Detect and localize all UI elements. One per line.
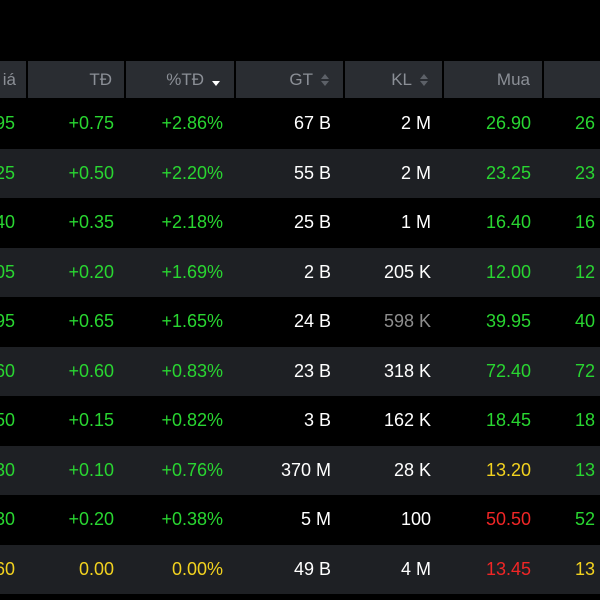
cell-kl: 4 M [400,558,431,579]
cell-gia: 05 [0,261,15,282]
cell-td: +0.65 [68,311,114,332]
column-header-kl[interactable]: KL [345,61,442,98]
cell-mua: 13.45 [485,558,531,579]
cell-kl: 318 K [383,360,431,381]
cell-gt: 370 M [280,459,331,480]
cell-next: 18 [575,410,596,431]
cell-td: +0.20 [68,261,114,282]
table-row[interactable]: 25 +0.50 +2.20% 55 B 2 M 23.25 23 [0,148,600,198]
cell-mua: 16.40 [485,212,531,233]
cell-pct-td: +2.20% [161,162,223,183]
cell-gia: 95 [0,113,15,134]
cell-gt: 23 B [293,360,331,381]
cell-gia: 60 [0,360,15,381]
cell-next: 16 [575,212,596,233]
column-header-mua[interactable]: Mua [444,61,542,98]
cell-gt: 24 B [293,311,331,332]
column-header-pct-td-label: %TĐ [166,69,204,89]
column-header-gt-label: GT [289,69,313,89]
cell-pct-td: 0.00% [171,558,223,579]
cell-td: 0.00 [78,558,114,579]
cell-gia: 95 [0,311,15,332]
cell-mua: 12.00 [485,261,531,282]
table-row[interactable]: 50 +0.15 +0.82% 3 B 162 K 18.45 18 [0,396,600,446]
column-header-gt[interactable]: GT [236,61,343,98]
cell-pct-td: +1.65% [161,311,223,332]
cell-next: 52 [575,509,596,530]
cell-gia: 50 [0,410,15,431]
cell-gt: 25 B [293,212,331,233]
cell-mua: 13.20 [485,459,531,480]
column-header-mua-label: Mua [496,69,530,89]
cell-td: +0.15 [68,410,114,431]
cell-kl: 100 [400,509,431,530]
cell-mua: 50.50 [485,509,531,530]
table-row[interactable]: 40 +0.35 +2.18% 25 B 1 M 16.40 16 [0,198,600,248]
cell-gt: 55 B [293,162,331,183]
cell-gia: 40 [0,212,15,233]
cell-td: +0.50 [68,162,114,183]
cell-gt: 67 B [293,113,331,134]
column-header-pct-td[interactable]: %TĐ [126,61,234,98]
cell-mua: 26.90 [485,113,531,134]
cell-kl: 28 K [393,459,431,480]
cell-kl: 2 M [400,162,431,183]
column-header-td-label: TĐ [89,69,112,89]
cell-mua: 72.40 [485,360,531,381]
cell-td: +0.60 [68,360,114,381]
column-header-gia[interactable]: iá [0,61,26,98]
cell-td: +0.20 [68,509,114,530]
sort-descending-icon[interactable] [212,74,220,86]
table-row[interactable]: 95 +0.65 +1.65% 24 B 598 K 39.95 40 [0,297,600,347]
cell-gia: 30 [0,459,15,480]
column-header-gia-label: iá [2,69,16,89]
cell-kl: 2 M [400,113,431,134]
cell-mua: 23.25 [485,162,531,183]
cell-td: +0.75 [68,113,114,134]
table-header: iá TĐ %TĐ GT KL Mua [0,61,600,98]
cell-gt: 5 M [300,509,331,530]
cell-next: 40 [575,311,596,332]
cell-mua: 39.95 [485,311,531,332]
table-row[interactable]: 60 +0.60 +0.83% 23 B 318 K 72.40 72 [0,346,600,396]
cell-mua: 18.45 [485,410,531,431]
cell-gt: 3 B [303,410,331,431]
table-row[interactable]: 95 +0.75 +2.86% 67 B 2 M 26.90 26 [0,99,600,149]
table-row[interactable]: 30 +0.20 +0.38% 5 M 100 50.50 52 [0,495,600,545]
cell-next: 13 [575,459,596,480]
table-row[interactable]: 30 +0.10 +0.76% 370 M 28 K 13.20 13 [0,445,600,495]
table-row[interactable]: 60 0.00 0.00% 49 B 4 M 13.45 13 [0,544,600,594]
cell-td: +0.35 [68,212,114,233]
cell-gt: 49 B [293,558,331,579]
sort-toggle-icon[interactable] [321,73,329,86]
cell-pct-td: +0.76% [161,459,223,480]
cell-kl: 205 K [383,261,431,282]
sort-toggle-icon[interactable] [420,73,428,86]
cell-kl: 162 K [383,410,431,431]
cell-next: 26 [575,113,596,134]
cell-pct-td: +0.38% [161,509,223,530]
cell-gia: 25 [0,162,15,183]
cell-pct-td: +1.69% [161,261,223,282]
cell-next: 12 [575,261,596,282]
column-header-next [544,61,600,98]
cell-gt: 2 B [303,261,331,282]
cell-td: +0.10 [68,459,114,480]
cell-pct-td: +2.86% [161,113,223,134]
cell-kl: 1 M [400,212,431,233]
cell-pct-td: +0.83% [161,360,223,381]
column-header-td[interactable]: TĐ [28,61,124,98]
cell-gia: 30 [0,509,15,530]
cell-next: 13 [575,558,596,579]
column-header-kl-label: KL [391,69,412,89]
cell-kl: 598 K [383,311,431,332]
cell-pct-td: +2.18% [161,212,223,233]
cell-next: 23 [575,162,596,183]
cell-gia: 60 [0,558,15,579]
table-row[interactable]: 05 +0.20 +1.69% 2 B 205 K 12.00 12 [0,247,600,297]
cell-pct-td: +0.82% [161,410,223,431]
cell-next: 72 [575,360,596,381]
